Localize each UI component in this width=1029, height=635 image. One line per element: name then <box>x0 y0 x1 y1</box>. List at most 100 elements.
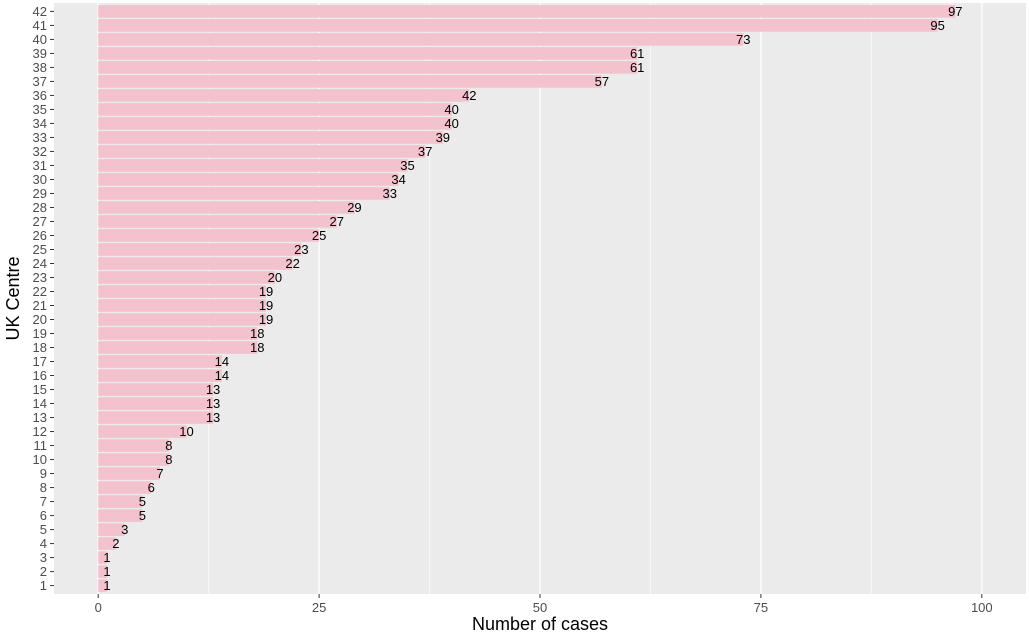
data-label: 1 <box>103 578 110 593</box>
data-label: 40 <box>444 116 458 131</box>
bar <box>98 201 355 214</box>
x-axis-title: Number of cases <box>472 614 608 634</box>
x-axis: 0 25 50 75 100 <box>95 594 993 615</box>
y-tick-label: 37 <box>33 74 47 89</box>
data-label: 37 <box>418 144 432 159</box>
x-tick-label: 50 <box>533 600 547 615</box>
data-label: 7 <box>156 466 163 481</box>
bar <box>98 131 443 144</box>
data-labels: 1112355678810131313141418181919192022232… <box>103 4 962 593</box>
bar <box>98 103 452 116</box>
data-label: 95 <box>930 18 944 33</box>
data-label: 13 <box>206 396 220 411</box>
y-tick-label: 7 <box>40 494 47 509</box>
y-tick-label: 10 <box>33 452 47 467</box>
data-label: 19 <box>259 312 273 327</box>
bar <box>98 117 452 130</box>
bar <box>98 243 302 256</box>
data-label: 13 <box>206 410 220 425</box>
data-label: 57 <box>595 74 609 89</box>
y-tick-label: 17 <box>33 354 47 369</box>
bar <box>98 285 267 298</box>
bar <box>98 229 320 242</box>
y-tick-label: 3 <box>40 550 47 565</box>
bar <box>98 89 470 102</box>
bar <box>98 145 426 158</box>
bar <box>98 481 152 494</box>
bar <box>98 369 222 382</box>
bar <box>98 313 267 326</box>
bars <box>98 5 956 592</box>
bar <box>98 551 108 564</box>
y-tick-label: 36 <box>33 88 47 103</box>
x-tick-label: 0 <box>95 600 102 615</box>
bar <box>98 61 638 74</box>
bar <box>98 19 938 32</box>
y-tick-label: 24 <box>33 256 47 271</box>
data-label: 29 <box>347 200 361 215</box>
data-label: 1 <box>103 550 110 565</box>
bar <box>98 47 638 60</box>
data-label: 13 <box>206 382 220 397</box>
bar <box>98 439 169 452</box>
y-tick-label: 9 <box>40 466 47 481</box>
y-tick-label: 30 <box>33 172 47 187</box>
y-tick-label: 5 <box>40 522 47 537</box>
bar <box>98 467 161 480</box>
data-label: 6 <box>148 480 155 495</box>
y-tick-label: 25 <box>33 242 47 257</box>
data-label: 97 <box>948 4 962 19</box>
bar <box>98 271 275 284</box>
data-label: 19 <box>259 298 273 313</box>
y-tick-label: 38 <box>33 60 47 75</box>
bar <box>98 355 222 368</box>
bar <box>98 579 108 592</box>
x-tick-label: 75 <box>754 600 768 615</box>
data-label: 8 <box>165 452 172 467</box>
bar <box>98 187 390 200</box>
y-tick-label: 31 <box>33 158 47 173</box>
data-label: 10 <box>179 424 193 439</box>
data-label: 61 <box>630 60 644 75</box>
data-label: 73 <box>736 32 750 47</box>
y-tick-label: 12 <box>33 424 47 439</box>
data-label: 33 <box>383 186 397 201</box>
data-label: 42 <box>462 88 476 103</box>
y-tick-label: 28 <box>33 200 47 215</box>
data-label: 61 <box>630 46 644 61</box>
y-tick-label: 2 <box>40 564 47 579</box>
data-label: 18 <box>250 326 264 341</box>
bar <box>98 159 408 172</box>
bar <box>98 495 143 508</box>
data-label: 34 <box>391 172 405 187</box>
y-tick-label: 4 <box>40 536 47 551</box>
y-tick-label: 18 <box>33 340 47 355</box>
y-tick-label: 32 <box>33 144 47 159</box>
data-label: 25 <box>312 228 326 243</box>
bar <box>98 397 214 410</box>
data-label: 5 <box>139 494 146 509</box>
y-tick-label: 39 <box>33 46 47 61</box>
bar <box>98 509 143 522</box>
data-label: 19 <box>259 284 273 299</box>
y-tick-label: 19 <box>33 326 47 341</box>
bar <box>98 411 214 424</box>
y-tick-label: 11 <box>34 438 48 453</box>
data-label: 3 <box>121 522 128 537</box>
bar <box>98 453 169 466</box>
y-tick-label: 16 <box>33 368 47 383</box>
bar <box>98 75 602 88</box>
data-label: 39 <box>436 130 450 145</box>
data-label: 40 <box>444 102 458 117</box>
data-label: 23 <box>294 242 308 257</box>
bar <box>98 257 293 270</box>
y-tick-label: 40 <box>33 32 47 47</box>
y-tick-label: 20 <box>33 312 47 327</box>
y-tick-label: 1 <box>40 578 47 593</box>
y-tick-label: 6 <box>40 508 47 523</box>
bar <box>98 173 399 186</box>
y-tick-label: 33 <box>33 130 47 145</box>
data-label: 8 <box>165 438 172 453</box>
y-tick-label: 21 <box>33 298 47 313</box>
x-tick-label: 25 <box>312 600 326 615</box>
